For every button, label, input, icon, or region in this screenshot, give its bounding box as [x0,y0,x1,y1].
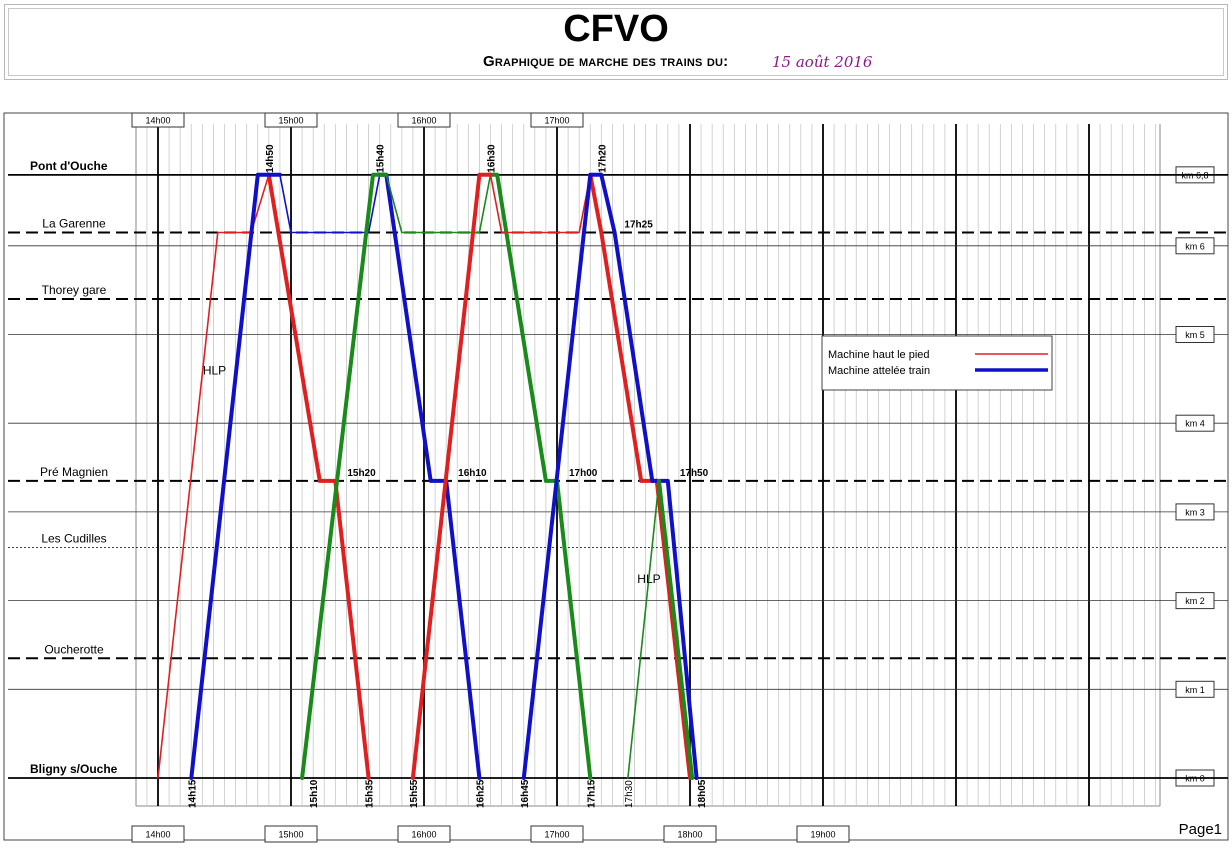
km-box [1175,414,1215,432]
time-annotation: 17h30 [624,780,635,808]
time-annotation: 15h35 [365,779,376,808]
time-annotation: 17h25 [624,219,653,230]
plot-frame [3,112,1229,841]
train-path [410,172,493,780]
legend-label: Machine attelée train [828,365,930,377]
time-annotation: 16h10 [458,468,487,479]
train-path [157,174,270,779]
time-tick-bottom: 16h00 [411,830,436,840]
station-label: Bligny s/Ouche [30,762,118,776]
train-path [385,174,492,234]
time-box-bottom [530,825,584,843]
chart-subtitle: Graphique de marche des trains du: [483,53,729,70]
hlp-label: HLP [637,572,660,586]
time-annotation: 17h15 [586,779,597,808]
km-tick-label: km 2 [1185,596,1205,606]
km-box [1175,503,1215,521]
page-number: Page1 [1178,821,1222,838]
time-box-top [264,112,318,128]
header-panel [4,4,1228,80]
time-box-bottom [131,825,185,843]
chart-title: CFVO [563,8,669,50]
time-annotation: 17h20 [597,144,608,173]
time-tick-bottom: 18h00 [677,830,702,840]
time-box-top [397,112,451,128]
km-box [1175,326,1215,343]
time-tick-top: 16h00 [411,116,436,126]
time-annotation: 17h50 [680,468,709,479]
train-path [588,172,692,780]
time-annotation: 16h45 [520,779,531,808]
train-path [300,172,389,780]
time-tick-top: 17h00 [544,116,569,126]
time-tick-bottom: 15h00 [278,830,303,840]
hlp-label: HLP [203,363,226,377]
train-path [657,478,695,780]
time-box-bottom [663,825,717,843]
legend-box [821,335,1053,391]
chart-date: 15 août 2016 [772,53,873,71]
train-path [488,172,593,780]
train-path [489,174,592,234]
station-label: Pré Magnien [40,465,108,479]
time-annotation: 17h00 [569,468,598,479]
train-path [279,174,381,234]
legend-label: Machine haut le pied [828,349,930,361]
km-box [1175,237,1215,255]
time-annotation: 15h55 [409,779,420,808]
time-annotation: 15h20 [347,468,376,479]
time-tick-top: 15h00 [278,116,303,126]
time-annotation: 15h40 [376,144,387,173]
time-annotation: 16h25 [475,779,486,808]
time-annotation: 14h50 [265,144,276,173]
train-path [266,172,371,780]
train-path [189,172,282,780]
train-path [627,480,660,779]
time-tick-bottom: 14h00 [145,830,170,840]
km-tick-label: km 4 [1185,419,1205,429]
km-tick-label: km 6 [1185,241,1205,251]
km-box [1175,592,1215,610]
time-box-bottom [397,825,451,843]
station-label: Thorey gare [42,283,107,297]
time-annotation: 16h30 [487,144,498,173]
time-tick-bottom: 17h00 [544,830,569,840]
time-annotation: 15h10 [309,779,320,808]
station-label: La Garenne [42,216,106,230]
time-annotation: 14h15 [187,779,198,808]
time-box-top [131,112,185,128]
time-box-bottom [796,825,850,843]
km-tick-label: km 1 [1185,685,1205,695]
time-box-top [530,112,584,128]
time-tick-top: 14h00 [145,116,170,126]
train-path [521,172,699,780]
time-annotation: 18h05 [697,779,708,808]
km-box [1175,680,1215,698]
time-box-bottom [264,825,318,843]
station-label: Oucherotte [44,642,104,656]
km-tick-label: km 3 [1185,507,1205,517]
station-label: Pont d'Ouche [30,159,108,173]
time-tick-bottom: 19h00 [810,830,835,840]
station-label: Les Cudilles [41,531,106,545]
km-tick-label: km 5 [1185,330,1205,340]
